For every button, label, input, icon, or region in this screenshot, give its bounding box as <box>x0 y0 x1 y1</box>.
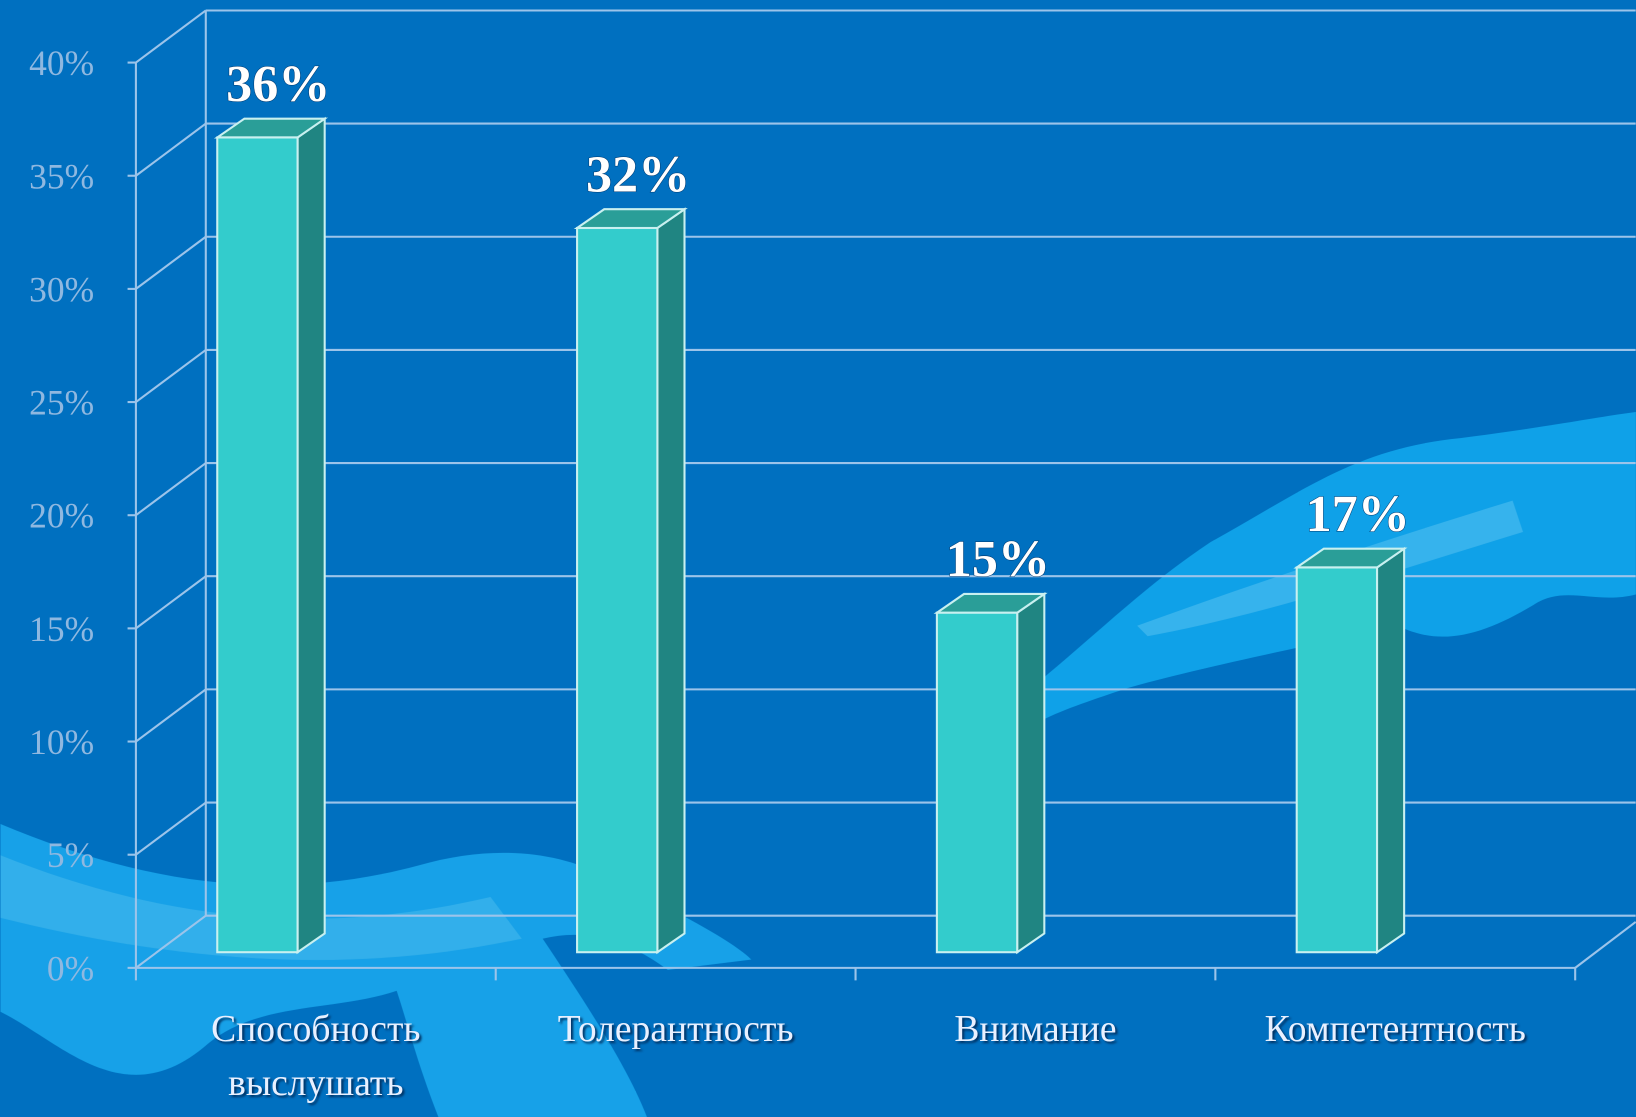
x-label-box: Внимание <box>869 1001 1203 1117</box>
bar-front <box>577 228 657 952</box>
x-label-box: Способность выслушать <box>149 1001 483 1117</box>
y-tick-label: 5% <box>47 835 94 875</box>
x-label-box: Компетентность <box>1228 1001 1562 1117</box>
y-tick-label: 35% <box>29 156 94 196</box>
value-label: 32% <box>586 146 690 203</box>
bar-side <box>298 119 325 953</box>
value-label: 17% <box>1306 486 1410 543</box>
y-tick-label: 40% <box>29 43 94 83</box>
y-tick-label: 0% <box>47 948 94 988</box>
x-tick-label: Компетентность <box>1228 1001 1562 1055</box>
chart: 0% 5% 10% 15% 20% 25% 30% 35% 40% 36% Способность … <box>0 0 1636 1117</box>
bar-side <box>1377 549 1404 953</box>
y-tick-label: 10% <box>29 722 94 762</box>
x-tick-label: Внимание <box>869 1001 1203 1055</box>
bar-front <box>937 613 1017 952</box>
y-tick-label: 25% <box>29 383 94 423</box>
bar-front <box>217 137 297 952</box>
y-tick-label: 20% <box>29 496 94 536</box>
x-tick-label: Толерантность <box>509 1001 843 1055</box>
bar <box>937 594 1044 952</box>
x-label-box: Толерантность <box>509 1001 843 1117</box>
y-tick-label: 15% <box>29 609 94 649</box>
value-label: 36% <box>226 56 330 113</box>
bar <box>1297 549 1404 953</box>
y-tick-label: 30% <box>29 269 94 309</box>
bar-side <box>1017 594 1044 952</box>
x-tick-label: Способность выслушать <box>180 1001 451 1110</box>
bar-front <box>1297 567 1377 952</box>
bar <box>217 119 324 953</box>
value-label: 15% <box>946 531 1050 588</box>
bar <box>577 209 684 952</box>
bar-side <box>657 209 684 952</box>
